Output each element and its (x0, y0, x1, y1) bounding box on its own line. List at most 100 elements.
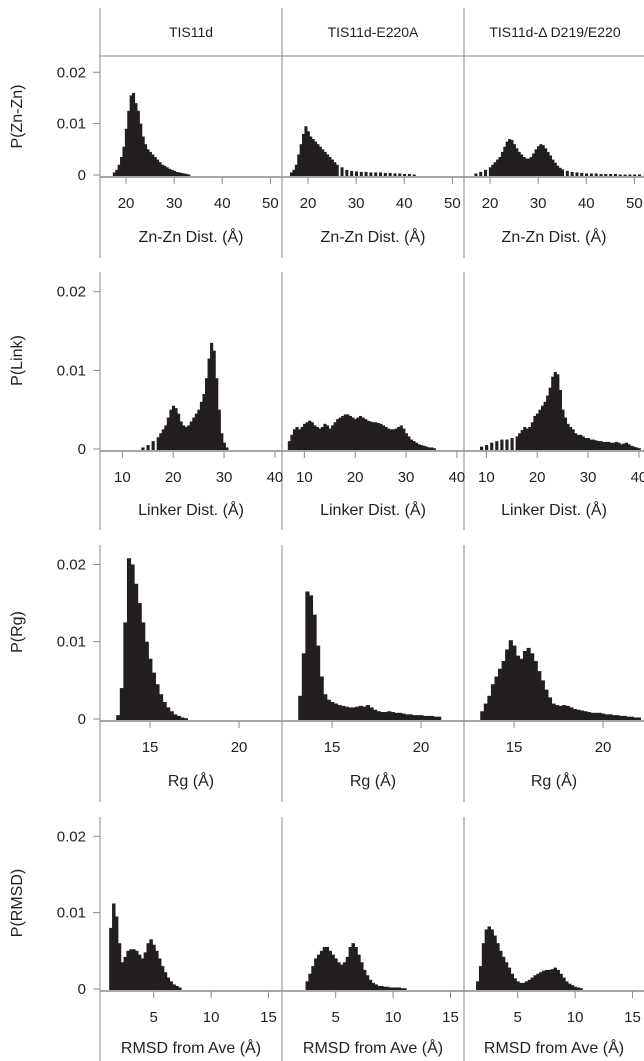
histogram-bar (586, 437, 590, 450)
x-tick-label: 10 (385, 1009, 402, 1026)
y-tick-label: 0.01 (57, 116, 86, 133)
histogram-bar (155, 950, 159, 990)
histogram-bar (408, 714, 413, 720)
histogram-bar (168, 168, 172, 176)
histogram-bar (335, 164, 339, 176)
x-tick-label: 40 (396, 195, 413, 212)
histogram-bar (483, 703, 488, 720)
x-tick-label: 5 (150, 1009, 158, 1026)
histogram-bar (508, 640, 513, 720)
histogram-bar (533, 661, 538, 720)
histogram-bar (318, 146, 322, 176)
x-tick-label: 15 (260, 1009, 277, 1026)
histogram-bar (116, 715, 121, 720)
histogram-bar (292, 169, 296, 176)
histogram-bar (426, 715, 431, 720)
histogram-bar (371, 422, 375, 450)
histogram-bar (292, 429, 297, 450)
histogram-bar (400, 988, 404, 990)
histogram-bar (565, 705, 570, 720)
x-tick-label: 20 (118, 195, 135, 212)
histogram-bar (547, 697, 553, 720)
histogram-bar (565, 170, 569, 176)
histogram-bar (561, 409, 565, 450)
histogram-bar (507, 967, 512, 990)
histogram-bar (555, 705, 560, 720)
histogram-bar (320, 426, 325, 450)
histogram-bar (499, 950, 503, 990)
histogram-bar (148, 658, 153, 720)
histogram-bar (166, 977, 171, 990)
histogram-bar (132, 949, 136, 990)
histogram-bar (136, 110, 140, 176)
histogram-bar (397, 712, 403, 720)
histogram-bar (192, 417, 196, 450)
histogram-bar (134, 103, 138, 176)
histogram-bar (126, 558, 132, 720)
histogram-bar (369, 421, 373, 450)
histogram-bar (591, 439, 596, 450)
histogram-bar (530, 422, 534, 450)
histogram-bar (169, 409, 173, 450)
histogram-bar (225, 447, 229, 450)
histogram-bar (402, 428, 406, 450)
x-tick-label: 15 (324, 739, 341, 756)
histogram-bar (558, 705, 563, 720)
histogram-bar (474, 173, 478, 176)
histogram-bar (184, 173, 188, 176)
histogram-bar (333, 162, 337, 176)
histogram-bar (301, 653, 306, 720)
histogram-bar (575, 172, 579, 176)
histogram-bar (140, 958, 145, 990)
histogram-bar (494, 676, 499, 720)
histogram-bar (314, 958, 318, 990)
histogram-bar (149, 939, 153, 990)
histogram-bar (166, 707, 171, 720)
histogram-bar (576, 709, 581, 720)
histogram-bar (493, 162, 497, 176)
histogram-bar (505, 439, 509, 450)
histogram-bar (590, 712, 595, 720)
x-tick-label: 15 (442, 1009, 459, 1026)
x-tick-label: 10 (296, 469, 313, 486)
histogram-bar (355, 706, 360, 720)
histogram-bar (380, 712, 385, 720)
histogram-bar (351, 707, 356, 720)
histogram-bar (176, 715, 181, 720)
histogram-bar (491, 164, 495, 176)
histogram-bar (374, 172, 378, 176)
histogram-bar (505, 649, 510, 720)
x-tick-label: 20 (300, 195, 317, 212)
histogram-bar (551, 376, 555, 450)
histogram-panel: 20 30 40 50 Zn-Zn Dist. (Å) (464, 139, 644, 246)
histogram-bar (579, 710, 585, 720)
histogram-bar (182, 425, 186, 450)
y-tick-label: 0 (78, 981, 86, 998)
histogram-bar (536, 146, 540, 176)
histogram-bar (539, 144, 543, 176)
histogram-bar (124, 128, 128, 176)
histogram-bar (587, 712, 592, 720)
histogram-bar (516, 981, 520, 990)
x-axis-label: Linker Dist. (Å) (138, 500, 244, 519)
histogram-bar (485, 445, 489, 450)
histogram-bar (169, 711, 174, 720)
histogram-bar (500, 439, 504, 450)
histogram-bar (351, 943, 355, 990)
histogram-bar (159, 433, 163, 450)
histogram-bar (328, 428, 332, 450)
histogram-bar (129, 949, 133, 990)
histogram-bar (412, 174, 416, 176)
histogram-bar (207, 358, 211, 450)
y-tick-label: 0.02 (57, 64, 86, 81)
histogram-bar (505, 141, 509, 176)
x-tick-label: 20 (347, 469, 364, 486)
histogram-bar (151, 154, 155, 176)
histogram-bar (596, 441, 601, 450)
histogram-bar (490, 442, 494, 450)
x-tick-label: 15 (142, 739, 159, 756)
histogram-bar (151, 672, 156, 720)
histogram-bar (373, 709, 378, 720)
x-tick-label: 30 (530, 195, 547, 212)
